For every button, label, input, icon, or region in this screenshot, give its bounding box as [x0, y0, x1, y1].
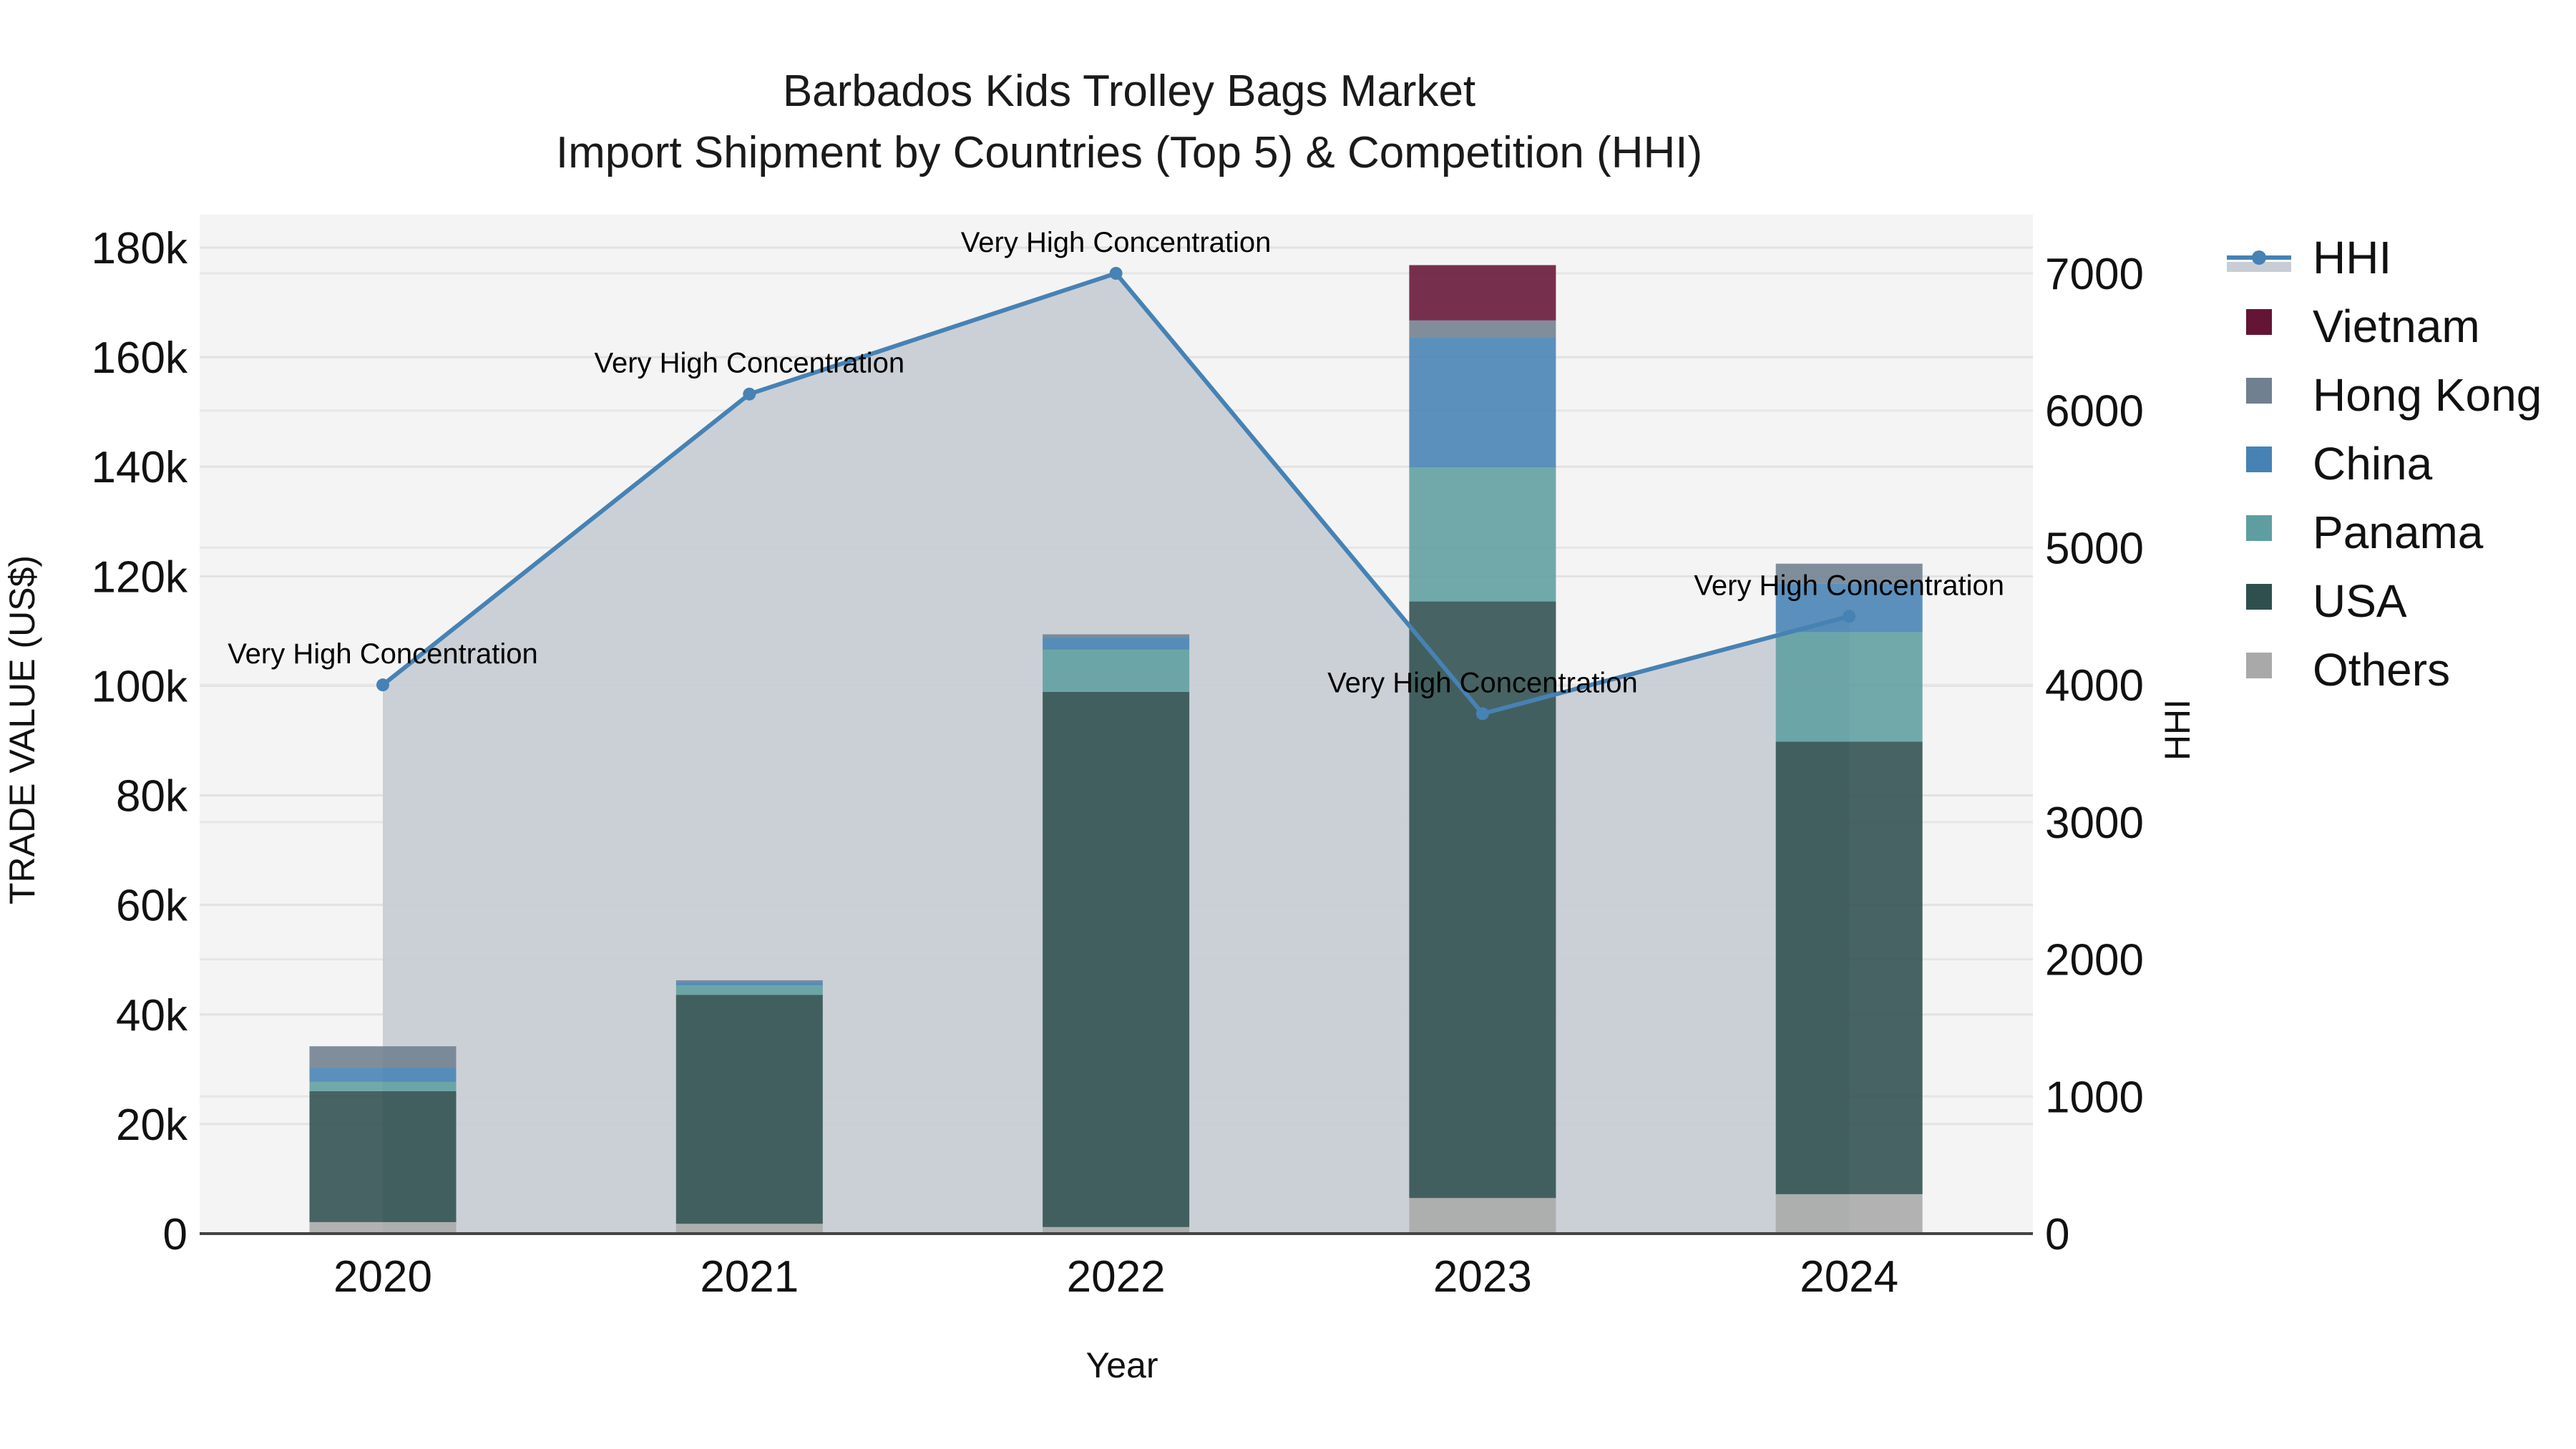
y-right-tick-label: 6000 — [2045, 387, 2144, 436]
bar-segment-china — [1043, 638, 1190, 650]
bar-segment-others — [1409, 1198, 1556, 1234]
y-right-tick-label: 4000 — [2045, 661, 2144, 711]
bar-segment-china — [309, 1068, 457, 1082]
bar-segment-others — [1775, 1194, 1923, 1234]
bar-segment-panama — [675, 985, 823, 995]
y-left-tick-label: 40k — [116, 991, 188, 1040]
hhi-point — [743, 387, 756, 401]
legend-hhi-fill-swatch — [2227, 262, 2291, 272]
bar-segment-panama — [1775, 632, 1923, 742]
y-axis-left-title: TRADE VALUE (US$) — [2, 555, 42, 904]
bar-segment-hong-kong — [309, 1046, 457, 1068]
x-tick-label: 2022 — [1067, 1252, 1166, 1302]
bar-segment-usa — [309, 1091, 457, 1222]
hhi-point — [1843, 610, 1856, 623]
y-axis-left-ticks: 0 20k 40k 60k 80k 100k 120k 140k 160k 180k — [92, 224, 188, 1259]
legend-label: Others — [2313, 644, 2450, 696]
bar-segment-others — [309, 1221, 457, 1234]
stacked-bars — [309, 265, 1923, 1234]
legend-swatch-hong-kong — [2246, 378, 2272, 404]
legend-swatch-usa — [2246, 584, 2272, 610]
y-left-tick-label: 160k — [92, 333, 188, 383]
hhi-line — [376, 267, 1856, 721]
y-right-tick-label: 3000 — [2045, 799, 2144, 848]
legend-label: Hong Kong — [2313, 369, 2542, 421]
bar-segment-others — [1043, 1226, 1190, 1234]
x-tick-label: 2021 — [700, 1252, 799, 1302]
bar-segment-panama — [1043, 649, 1190, 692]
legend-swatch-others — [2246, 653, 2272, 678]
y-left-tick-label: 0 — [163, 1210, 187, 1259]
y-right-tick-label: 7000 — [2045, 250, 2144, 299]
bar-segment-usa — [1775, 741, 1923, 1194]
legend-swatch-vietnam — [2246, 309, 2272, 335]
y-left-tick-label: 80k — [116, 772, 188, 821]
hhi-annotation: Very High Concentration — [1694, 570, 2004, 601]
y-axis-right-title: HHI — [2157, 699, 2197, 761]
legend-swatch-china — [2246, 447, 2272, 472]
bar-segment-china — [675, 982, 823, 986]
y-left-tick-label: 180k — [92, 224, 188, 273]
x-axis-title: Year — [1085, 1345, 1158, 1385]
hhi-point — [376, 678, 389, 692]
hhi-annotation: Very High Concentration — [228, 638, 538, 670]
x-tick-label: 2023 — [1433, 1252, 1532, 1302]
x-axis-ticks: 2020 2021 2022 2023 2024 — [333, 1252, 1898, 1302]
y-left-tick-label: 140k — [92, 443, 188, 492]
bar-segment-usa — [1043, 691, 1190, 1227]
y-right-tick-label: 5000 — [2045, 524, 2144, 573]
legend-swatch-panama — [2246, 515, 2272, 541]
bar-segment-usa — [675, 995, 823, 1224]
legend: HHI Vietnam Hong Kong China Panama USA Others — [2227, 232, 2542, 696]
y-left-tick-label: 100k — [92, 662, 188, 711]
bar-segment-china — [1409, 337, 1556, 467]
bar-segment-others — [675, 1224, 823, 1234]
hhi-point — [1109, 267, 1123, 280]
hhi-annotation: Very High Concentration — [961, 227, 1272, 258]
legend-label: Panama — [2313, 507, 2484, 558]
legend-label: USA — [2313, 575, 2407, 627]
x-tick-label: 2024 — [1800, 1252, 1898, 1302]
bar-segment-hong-kong — [1775, 563, 1923, 584]
bar-segment-hong-kong — [1043, 634, 1190, 638]
legend-hhi-marker — [2252, 250, 2266, 265]
y-left-tick-label: 20k — [116, 1101, 188, 1150]
legend-label: Vietnam — [2313, 301, 2480, 352]
bar-segment-panama — [1409, 467, 1556, 602]
hhi-point — [1475, 707, 1489, 721]
y-axis-right-ticks: 0 1000 2000 3000 4000 5000 6000 7000 — [2045, 250, 2144, 1259]
y-right-tick-label: 1000 — [2045, 1073, 2144, 1122]
y-left-tick-label: 60k — [116, 882, 188, 931]
bar-segment-panama — [309, 1081, 457, 1091]
chart-title-line1: Barbados Kids Trolley Bags Market — [783, 67, 1475, 116]
hhi-annotation: Very High Concentration — [595, 348, 905, 379]
hhi-annotation: Very High Concentration — [1327, 667, 1638, 698]
y-left-tick-label: 120k — [92, 552, 188, 602]
legend-label: China — [2313, 438, 2433, 489]
chart-title-line2: Import Shipment by Countries (Top 5) & C… — [556, 128, 1702, 177]
bar-segment-china — [1775, 583, 1923, 633]
legend-label: HHI — [2313, 232, 2391, 283]
y-right-tick-label: 0 — [2045, 1210, 2069, 1259]
y-right-tick-label: 2000 — [2045, 936, 2144, 985]
x-tick-label: 2020 — [333, 1252, 432, 1302]
bar-segment-hong-kong — [1409, 320, 1556, 338]
bar-segment-vietnam — [1409, 265, 1556, 321]
hhi-annotations: Very High Concentration Very High Concent… — [228, 227, 2004, 698]
bar-segment-hong-kong — [675, 980, 823, 982]
